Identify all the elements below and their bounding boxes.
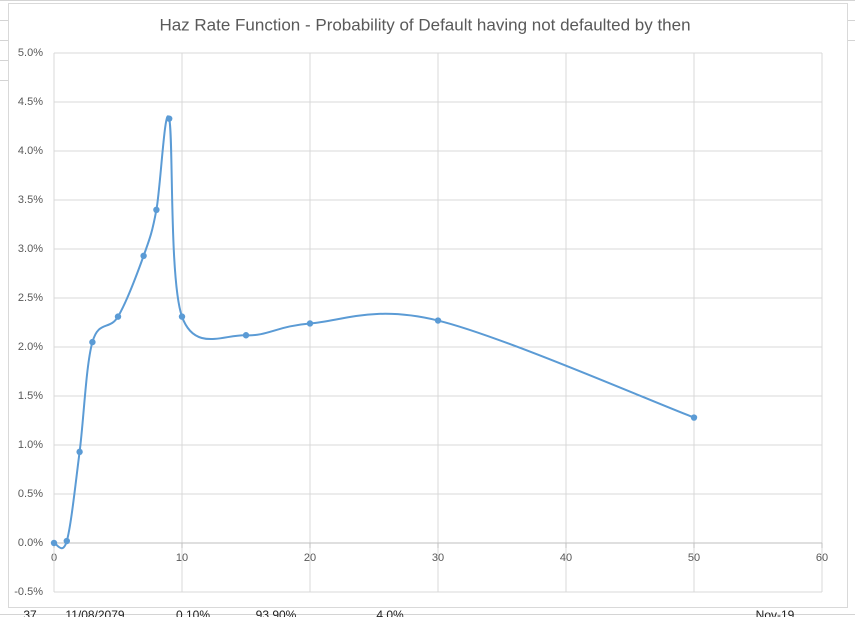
sheet-cell: 37 — [23, 608, 37, 617]
chart-area — [8, 3, 848, 608]
y-tick-label: -0.5% — [14, 586, 43, 598]
data-point — [76, 448, 83, 456]
data-point — [153, 206, 160, 213]
chart-border — [8, 3, 848, 608]
data-point — [50, 539, 58, 547]
y-tick-label: 3.0% — [18, 243, 43, 255]
y-tick-label: 2.0% — [18, 341, 43, 353]
data-point — [178, 313, 186, 320]
sheet-cell: 0.10% — [176, 608, 210, 617]
sheet-cell: Nov-19 — [756, 608, 795, 617]
y-tick-label: 1.0% — [18, 439, 43, 451]
sheet-cell: 11/08/2079 — [65, 608, 124, 617]
y-tick-label: 5.0% — [18, 47, 43, 59]
data-point — [63, 537, 70, 545]
y-tick-label: 3.5% — [18, 194, 43, 206]
y-tick-label: 4.5% — [18, 96, 43, 108]
data-point — [89, 338, 96, 346]
data-point — [690, 414, 698, 421]
chart-title: Haz Rate Function - Probability of Defau… — [159, 15, 690, 34]
y-tick-label: 2.5% — [18, 292, 43, 304]
sheet-cell: 4.0% — [376, 608, 404, 617]
data-point — [242, 332, 250, 339]
data-point — [306, 320, 314, 327]
sheet-cell: 93.90% — [256, 608, 297, 617]
data-point — [114, 313, 122, 320]
y-tick-label: 4.0% — [18, 145, 43, 157]
data-point — [434, 317, 442, 324]
y-tick-label: 0.0% — [18, 537, 43, 549]
y-tick-label: 0.5% — [18, 488, 43, 500]
data-point — [140, 252, 147, 260]
data-point — [166, 115, 173, 122]
y-tick-label: 1.5% — [18, 390, 43, 402]
